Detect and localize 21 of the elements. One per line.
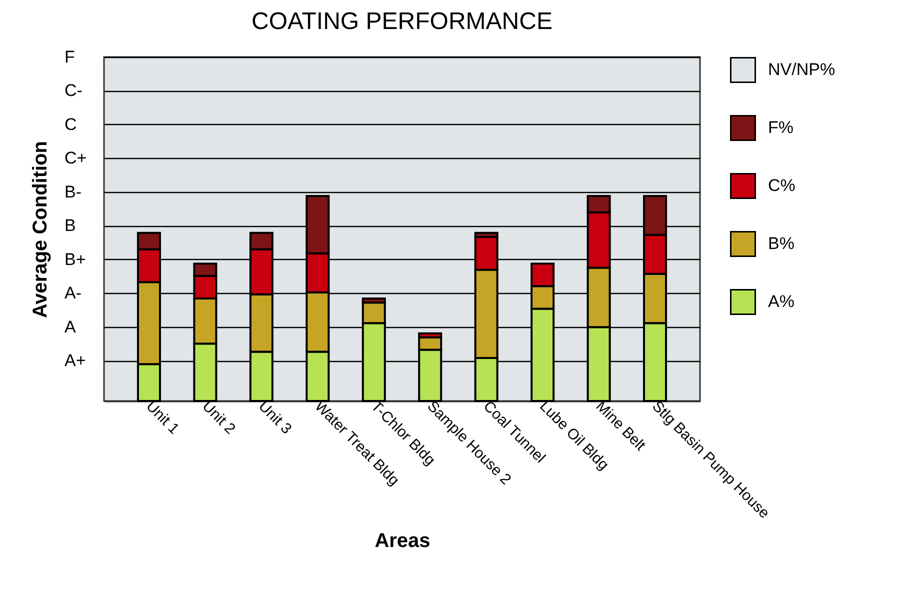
- x-axis-title: Areas: [374, 530, 430, 552]
- legend-label: F%: [768, 118, 794, 137]
- y-axis-title: Average Condition: [30, 140, 52, 318]
- legend-label: C%: [768, 176, 796, 195]
- text: B+: [64, 250, 86, 269]
- text: B: [64, 216, 76, 236]
- chart-title: COATING PERFORMANCE: [252, 8, 552, 35]
- x-tick-label: Unit 2: [198, 398, 239, 438]
- text: A-: [64, 284, 82, 303]
- text: C+: [64, 148, 87, 168]
- legend-label: B%: [768, 234, 794, 253]
- x-tick-label: Unit 3: [255, 398, 295, 438]
- legend-label: A%: [768, 292, 794, 311]
- text: A+: [64, 351, 86, 370]
- text: C-: [64, 81, 82, 100]
- x-tick-label: Unit 1: [142, 398, 182, 438]
- text: B-: [64, 182, 82, 202]
- text: A: [64, 317, 76, 336]
- text: C: [64, 114, 77, 134]
- text: F: [64, 48, 75, 66]
- legend-label: NV/NP%: [768, 60, 836, 79]
